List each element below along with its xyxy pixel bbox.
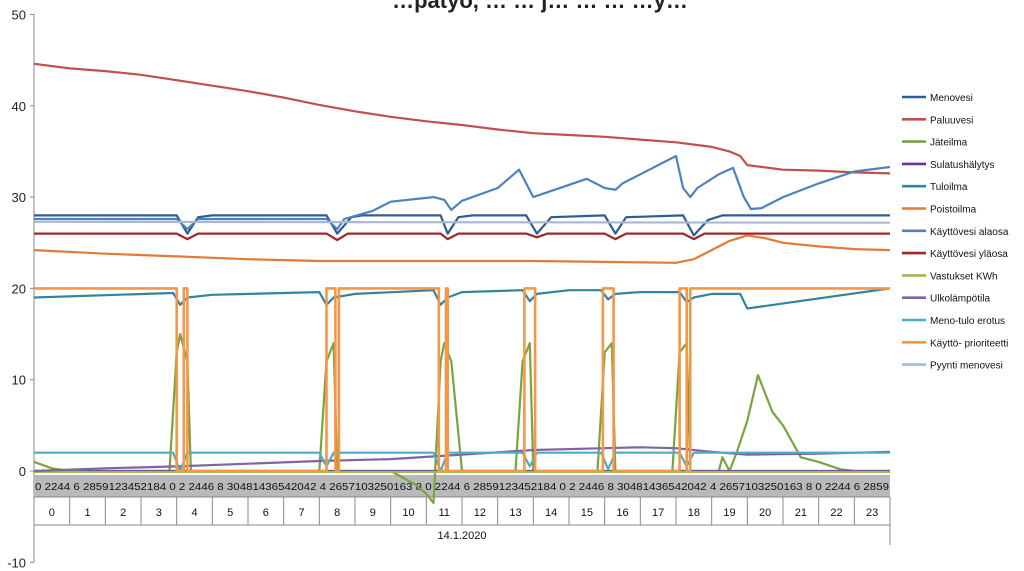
legend: Menovesi Paluuvesi Jäteilma Sulatushälytys T…: [902, 93, 1009, 372]
x-category-label: 5: [227, 507, 233, 519]
x-axis: 0 2244 6 2859123452184 0 2 2446 8 304814…: [33, 475, 891, 560]
legend-label: Tuloilma: [930, 182, 968, 193]
y-tick-label: 0: [19, 464, 26, 479]
legend-label: Pyynti menovesi: [930, 361, 1003, 372]
y-tick-label: -10: [7, 555, 26, 570]
x-category-label: 2: [120, 507, 126, 519]
x-category-label: 14: [545, 507, 557, 519]
x-category-label: 6: [263, 507, 269, 519]
series-line: [34, 451, 890, 473]
series-line: [33, 287, 891, 310]
y-tick-label: 30: [12, 190, 26, 205]
x-category-label: 18: [688, 507, 700, 519]
x-category-label: 13: [509, 507, 521, 519]
x-category-label: 11: [438, 507, 449, 519]
series-line: [34, 287, 890, 473]
legend-label: Ulkolämpötila: [930, 294, 990, 305]
series-line: [33, 220, 891, 224]
legend-label: Paluuvesi: [930, 115, 973, 126]
y-tick-label: 50: [12, 8, 26, 23]
x-category-label: 3: [156, 507, 162, 519]
date-label: 14.1.2020: [438, 530, 487, 542]
series-layer: [33, 62, 891, 505]
x-category-label: 12: [474, 507, 486, 519]
series-line: [34, 154, 891, 231]
x-category-label: 17: [652, 507, 664, 519]
x-category-label: 23: [866, 507, 878, 519]
chart-title: …patyö, … … j… … … …y…: [392, 0, 688, 13]
legend-label: Vastukset KWh: [930, 271, 998, 282]
legend-label: Meno-tulo erotus: [930, 316, 1005, 327]
y-tick-label: 20: [12, 281, 26, 296]
x-category-label: 0: [49, 507, 55, 519]
series-line: [34, 232, 890, 242]
x-category-label: 1: [84, 507, 90, 519]
legend-label: Käyttövesi yläosa: [930, 249, 1008, 260]
minute-strip-band: [34, 475, 890, 497]
y-axis: -10 0 10 20 30 40 50: [7, 8, 35, 570]
series-line: [34, 214, 890, 237]
minute-strip-label: 0 2244 6 2859123452184 0 2 2446 8 304814…: [35, 482, 889, 493]
x-category-label: 19: [723, 507, 735, 519]
legend-label: Käyttö- prioriteetti: [930, 338, 1008, 349]
y-tick-label: 40: [12, 99, 26, 114]
x-category-label: 20: [759, 507, 771, 519]
x-category-label: 7: [298, 507, 304, 519]
legend-label: Poistoilma: [930, 205, 977, 216]
legend-label: Sulatushälytys: [930, 160, 994, 171]
legend-label: Jäteilma: [930, 138, 968, 149]
x-category-label: 21: [795, 507, 807, 519]
y-tick-label: 10: [12, 373, 26, 388]
x-category-label: 9: [370, 507, 376, 519]
series-line: [33, 234, 891, 264]
series-line: [33, 62, 891, 175]
x-category-label: 15: [581, 507, 593, 519]
x-category-label: 10: [402, 507, 414, 519]
x-category-label: 4: [191, 507, 197, 519]
x-category-label: 16: [616, 507, 628, 519]
x-category-label: 22: [830, 507, 842, 519]
legend-label: Käyttövesi alaosa: [930, 227, 1009, 238]
legend-label: Menovesi: [930, 93, 973, 104]
x-category-label: 8: [334, 507, 340, 519]
